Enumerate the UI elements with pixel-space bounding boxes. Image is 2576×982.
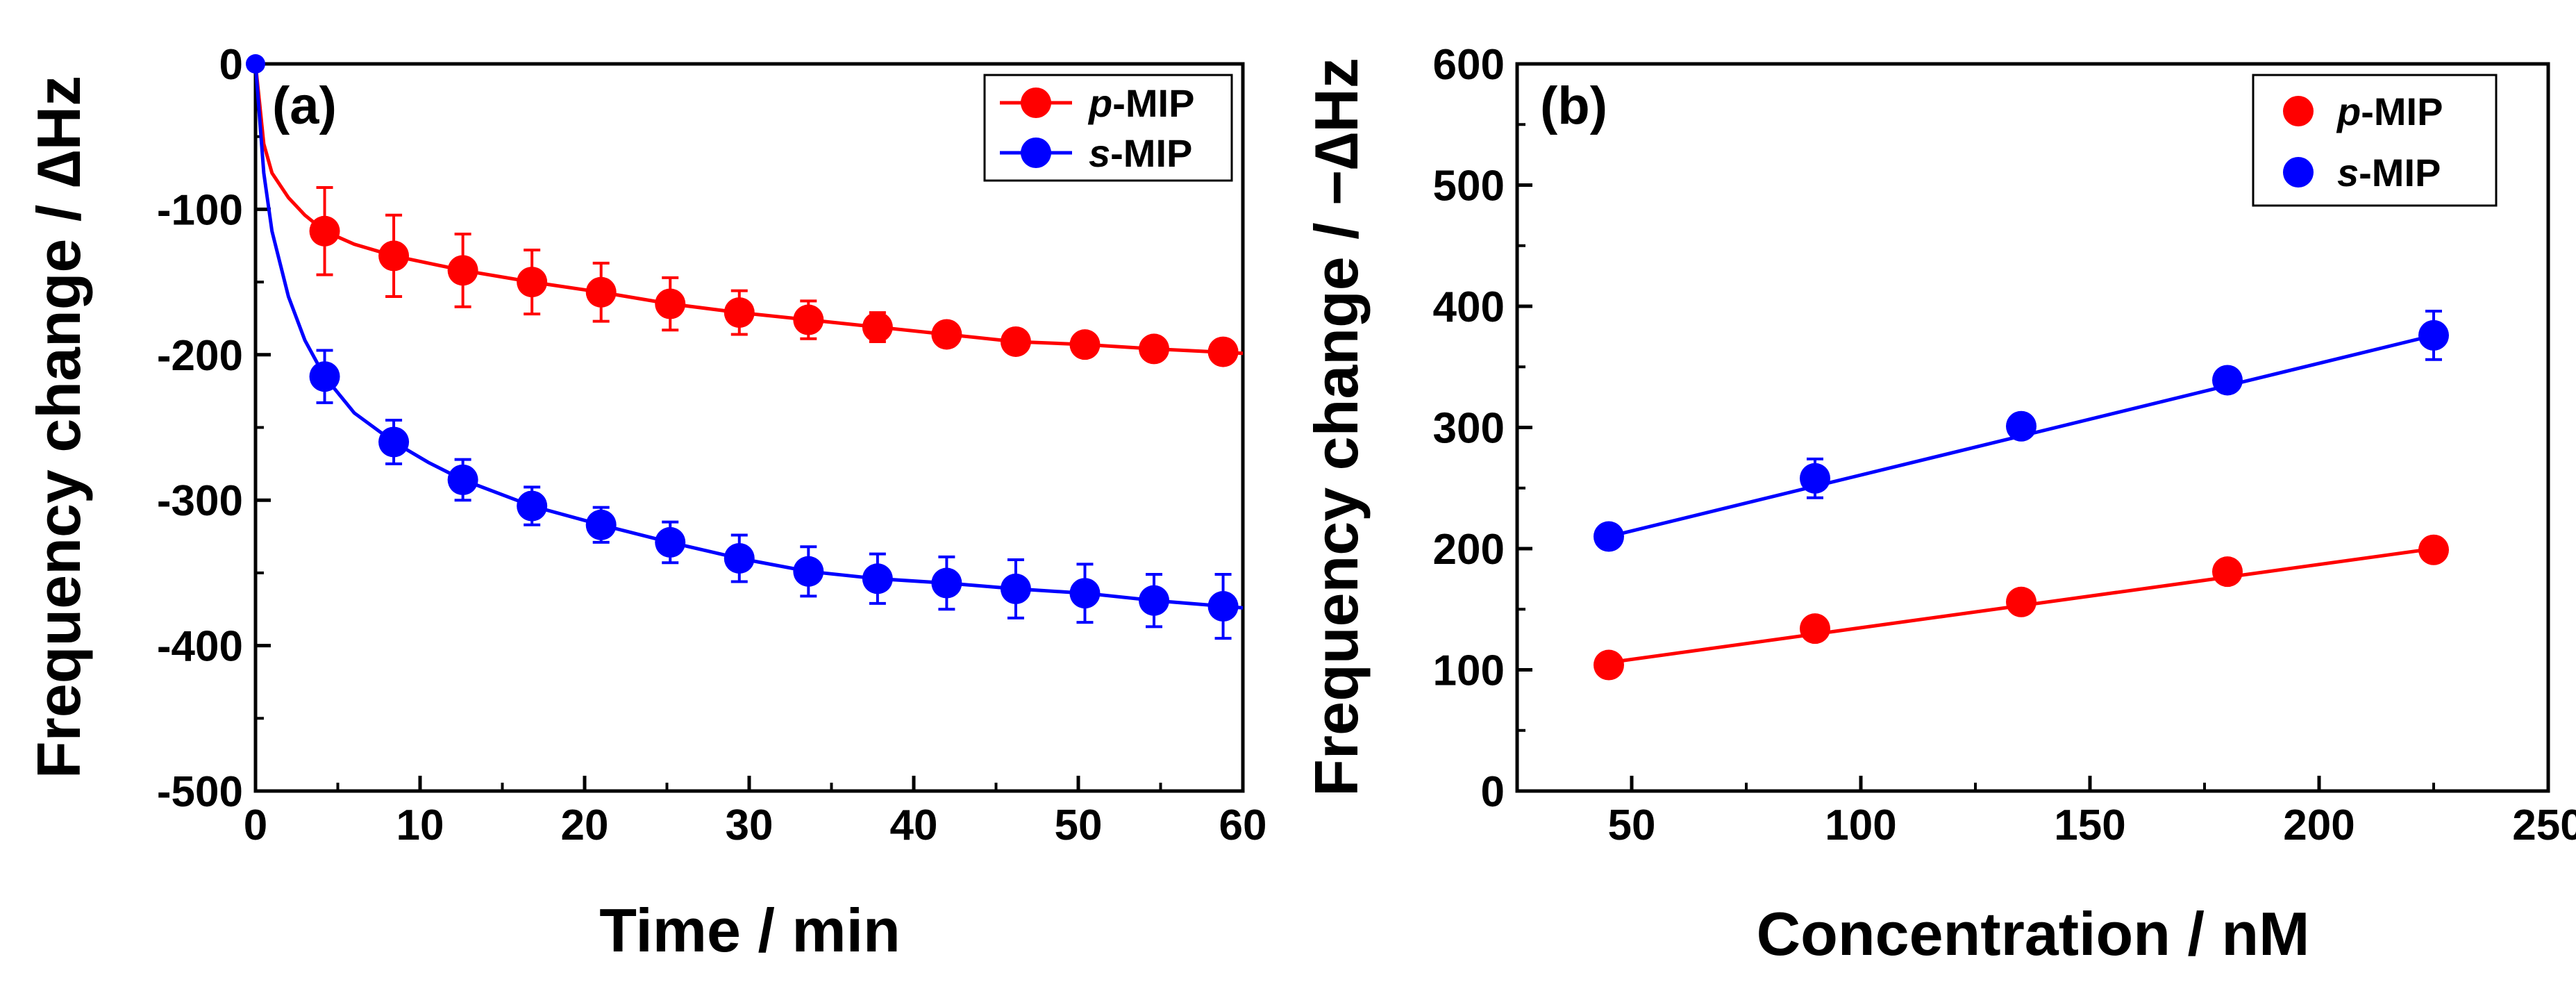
panel-b-series xyxy=(1594,309,2449,681)
panel-b-legend: p-MIP s-MIP xyxy=(2252,74,2498,207)
panel-a-legend-prefix-p: p xyxy=(1087,81,1112,125)
series-s-mip-marker xyxy=(585,509,617,540)
series-s-mip-marker xyxy=(1800,463,1830,494)
panel-b-x-tick-label: 150 xyxy=(2054,801,2125,849)
series-s-mip-marker xyxy=(2212,365,2243,396)
panel-a-y-tick-label: -200 xyxy=(157,332,243,380)
panel-a-x-tick-label: 60 xyxy=(1219,801,1267,849)
series-p-mip-marker xyxy=(517,267,548,298)
series-s-mip-marker xyxy=(1139,585,1170,616)
panel-b-x-ticks: 50 100 150 200 250 xyxy=(1608,776,2576,849)
panel-a-legend-marker-s-mip xyxy=(1021,138,1051,168)
panel-a-x-tick-label: 40 xyxy=(890,801,938,849)
panel-b-legend-marker-p-mip xyxy=(2283,96,2314,126)
panel-a-y-tick-label: -400 xyxy=(157,623,243,671)
panel-a-legend: p-MIP s-MIP xyxy=(983,74,1233,182)
series-p-mip-marker xyxy=(1000,326,1031,357)
series-s-mip-marker xyxy=(2006,410,2036,442)
panel-a-x-tick-label: 0 xyxy=(244,801,267,849)
series-p-mip-marker xyxy=(724,297,755,328)
series-p-mip-marker xyxy=(2212,556,2243,588)
panel-a-series xyxy=(246,54,1244,640)
series-s-mip-marker xyxy=(378,426,410,458)
panel-a-x-tick-label: 50 xyxy=(1055,801,1103,849)
panel-b-legend-prefix-s: s xyxy=(2337,151,2359,194)
panel-a-legend-prefix-s: s xyxy=(1089,131,1110,175)
series-p-mip-marker xyxy=(1069,329,1101,360)
panel-a-label: (a) xyxy=(272,76,337,135)
panel-a-x-axis-title: Time / min xyxy=(599,896,901,965)
series-s-mip-marker xyxy=(447,464,478,495)
series-p-mip-marker xyxy=(2418,534,2449,565)
panel-a-legend-label-p-mip: p-MIP xyxy=(1087,81,1194,125)
panel-b-y-tick-label: 300 xyxy=(1433,405,1505,453)
series-s-mip-marker xyxy=(309,361,340,392)
panel-b-legend-marker-s-mip xyxy=(2283,157,2314,188)
series-p-mip-marker xyxy=(931,319,962,350)
panel-b-y-tick-label: 100 xyxy=(1433,647,1505,695)
series-p-mip-marker xyxy=(1139,333,1170,365)
panel-b-legend-label-s-mip: s-MIP xyxy=(2337,151,2441,194)
panel-b-label: (b) xyxy=(1540,76,1607,135)
series-p-mip-marker xyxy=(1800,613,1830,644)
panel-a-y-tick-label: -500 xyxy=(157,768,243,816)
series-p-mip-marker xyxy=(585,276,617,308)
panel-a-x-tick-label: 10 xyxy=(396,801,444,849)
panel-a-x-ticks: 0 10 20 30 40 50 60 xyxy=(244,776,1267,849)
panel-a-y-tick-label: -100 xyxy=(157,186,243,234)
panel-b-x-axis-title: Concentration / nM xyxy=(1757,899,2310,968)
panel-b: 0 100 200 300 400 500 600 50 100 150 200 250 (b) C… xyxy=(1302,41,2576,968)
panel-b-y-tick-label: 500 xyxy=(1433,163,1505,210)
panel-b-x-tick-label: 100 xyxy=(1825,801,1896,849)
series-s-mip-marker xyxy=(1069,578,1101,609)
series-s-mip-marker xyxy=(793,556,824,587)
series-p-mip-marker xyxy=(1207,336,1239,367)
panel-a-y-axis-title: Frequency change / ∆Hz xyxy=(24,76,93,779)
origin-marker xyxy=(246,54,265,74)
series-p-mip-marker xyxy=(793,304,824,335)
panel-a-legend-label-s-mip: s-MIP xyxy=(1089,131,1192,175)
series-s-mip-marker xyxy=(2418,319,2449,351)
panel-b-legend-suffix-p: -MIP xyxy=(2361,90,2443,133)
panel-a-legend-marker-p-mip xyxy=(1021,88,1051,118)
series-s-mip-marker xyxy=(655,526,686,558)
series-p-mip-marker xyxy=(2006,586,2036,617)
series-s-mip-marker xyxy=(1000,573,1031,604)
series-p-mip-marker xyxy=(655,288,686,319)
panel-a-y-tick-label: -300 xyxy=(157,477,243,525)
series-s-mip-marker xyxy=(517,490,548,522)
series-s-mip-marker xyxy=(724,542,755,574)
panel-b-y-tick-label: 0 xyxy=(1481,768,1505,816)
panel-a: 0-100-200-300-400-500 0 10 20 30 40 50 60 (a) … xyxy=(24,41,1266,965)
series-p-mip-marker xyxy=(862,312,893,343)
panel-b-y-axis-title: Frequency change / −∆Hz xyxy=(1302,58,1371,797)
panel-b-legend-label-p-mip: p-MIP xyxy=(2336,90,2443,133)
series-p-mip-marker xyxy=(309,215,340,247)
panel-b-y-ticks: 0 100 200 300 400 500 600 xyxy=(1433,41,1532,816)
panel-a-legend-suffix-p: -MIP xyxy=(1112,81,1194,125)
panel-b-x-tick-label: 50 xyxy=(1608,801,1656,849)
panel-a-x-tick-label: 20 xyxy=(561,801,609,849)
panel-b-x-tick-label: 250 xyxy=(2512,801,2576,849)
panel-b-y-tick-label: 200 xyxy=(1433,526,1505,574)
series-p-mip-marker xyxy=(1594,649,1624,681)
series-s-mip-marker xyxy=(931,567,962,599)
panel-a-legend-suffix-s: -MIP xyxy=(1110,131,1192,175)
panel-a-y-ticks: 0 -100 -200 -300 -400 -500 xyxy=(157,41,271,816)
panel-a-y-tick-label: 0 xyxy=(219,41,243,89)
series-p-mip-marker xyxy=(378,240,410,272)
series-s-mip-marker xyxy=(1207,591,1239,622)
panel-a-x-tick-label: 30 xyxy=(726,801,773,849)
panel-b-y-tick-label: 600 xyxy=(1433,41,1505,89)
panel-b-x-tick-label: 200 xyxy=(2283,801,2355,849)
series-p-mip-marker xyxy=(447,255,478,286)
panel-b-legend-suffix-s: -MIP xyxy=(2359,151,2441,194)
series-s-mip-marker xyxy=(1594,521,1624,552)
series-s-mip-marker xyxy=(862,563,893,594)
panel-b-legend-prefix-p: p xyxy=(2336,90,2361,133)
panel-b-y-tick-label: 400 xyxy=(1433,283,1505,331)
